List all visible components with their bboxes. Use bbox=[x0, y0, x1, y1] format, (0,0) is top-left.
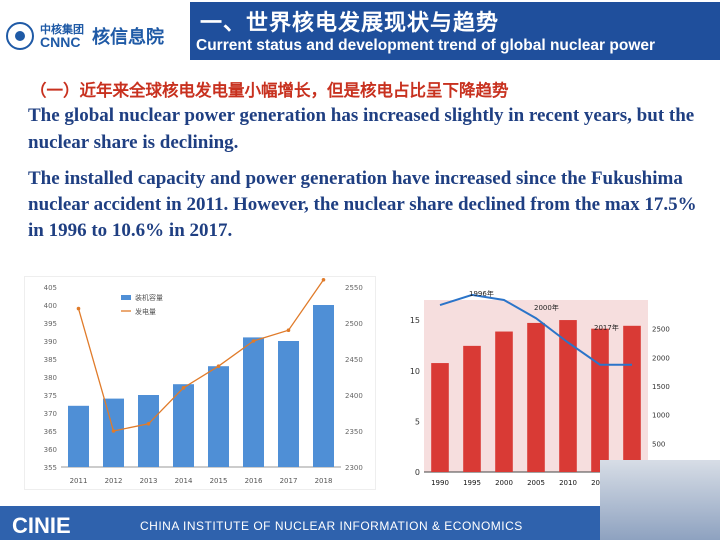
chart1-svg: 355 360 365 370 375 380 385 390 395 400 405 2300 235… bbox=[44, 278, 363, 485]
svg-text:375: 375 bbox=[44, 392, 57, 400]
svg-text:2450: 2450 bbox=[345, 356, 363, 364]
x-tick: 1990 bbox=[431, 479, 449, 487]
line-share bbox=[439, 293, 632, 366]
x-tick: 2017 bbox=[280, 477, 298, 485]
svg-text:15: 15 bbox=[410, 316, 420, 325]
legend-label: 发电量 bbox=[135, 307, 156, 316]
svg-text:2400: 2400 bbox=[345, 392, 363, 400]
bar-generation bbox=[559, 320, 577, 472]
bar-generation bbox=[495, 331, 513, 472]
svg-text:355: 355 bbox=[44, 464, 57, 472]
point-generation bbox=[216, 364, 221, 368]
x-tick: 2016 bbox=[245, 477, 263, 485]
svg-text:365: 365 bbox=[44, 428, 57, 436]
logo-en: CNNC bbox=[40, 33, 81, 50]
logo-text: 中核集团 CNNC bbox=[40, 24, 84, 49]
bar-generation bbox=[431, 363, 449, 472]
detail-paragraph: The installed capacity and power generat… bbox=[28, 168, 697, 241]
logo-name: 核信息院 bbox=[92, 27, 164, 48]
bar-capacity bbox=[208, 366, 229, 467]
bar-generation bbox=[591, 328, 609, 472]
bar-capacity bbox=[278, 341, 299, 467]
point-generation bbox=[76, 306, 81, 311]
svg-text:400: 400 bbox=[44, 302, 57, 310]
x-tick: 2011 bbox=[70, 477, 88, 485]
svg-text:390: 390 bbox=[44, 338, 57, 346]
bar-capacity bbox=[243, 337, 264, 467]
x-tick: 2018 bbox=[315, 477, 333, 485]
x-tick: 2012 bbox=[105, 477, 123, 485]
bar-capacity bbox=[138, 395, 159, 467]
svg-text:380: 380 bbox=[44, 374, 57, 382]
point-generation bbox=[111, 429, 116, 433]
title-cn: 一、世界核电发展现状与趋势 bbox=[200, 11, 500, 36]
svg-text:405: 405 bbox=[44, 284, 57, 292]
svg-text:2000: 2000 bbox=[652, 354, 670, 362]
logo-mark-icon bbox=[6, 22, 34, 50]
title-bar: 一、世界核电发展现状与趋势 Current status and develop… bbox=[190, 2, 720, 60]
bar-generation bbox=[623, 325, 641, 472]
svg-text:1000: 1000 bbox=[652, 412, 670, 420]
svg-text:360: 360 bbox=[44, 446, 57, 454]
svg-text:1500: 1500 bbox=[652, 383, 670, 391]
chart-share: 0510150500100015002000250019901995200020… bbox=[384, 284, 678, 488]
building-image bbox=[600, 460, 720, 540]
svg-text:500: 500 bbox=[652, 440, 665, 448]
bar-capacity bbox=[68, 405, 89, 467]
title-en: Current status and development trend of … bbox=[196, 37, 656, 54]
legend-swatch bbox=[121, 295, 131, 300]
point-generation bbox=[181, 386, 186, 390]
svg-text:2300: 2300 bbox=[345, 464, 363, 472]
chart2-svg: 0510150500100015002000250019901995200020… bbox=[410, 289, 670, 487]
footer-text: CHINA INSTITUTE OF NUCLEAR INFORMATION &… bbox=[140, 519, 523, 533]
svg-text:2500: 2500 bbox=[345, 320, 363, 328]
logo-cn: 中核集团 bbox=[40, 22, 84, 36]
x-tick: 2014 bbox=[175, 477, 193, 485]
x-tick: 2010 bbox=[559, 479, 577, 487]
svg-text:395: 395 bbox=[44, 320, 57, 328]
svg-text:2500: 2500 bbox=[652, 326, 670, 334]
bar-capacity bbox=[173, 384, 194, 467]
point-generation bbox=[286, 328, 291, 332]
line-generation bbox=[77, 279, 325, 432]
svg-text:370: 370 bbox=[44, 410, 57, 418]
svg-text:2350: 2350 bbox=[345, 428, 363, 436]
bar-generation bbox=[463, 345, 481, 472]
annotation: 2000年 bbox=[534, 303, 559, 312]
section-heading: （一）近年来全球核电发电量小幅增长，但是核电占比呈下降趋势 bbox=[30, 81, 509, 100]
svg-text:385: 385 bbox=[44, 356, 57, 364]
legend-label: 装机容量 bbox=[135, 293, 163, 302]
x-tick: 2000 bbox=[495, 479, 513, 487]
point-generation bbox=[251, 339, 256, 343]
svg-text:10: 10 bbox=[410, 367, 420, 376]
footer-logo: CINIE bbox=[12, 513, 71, 538]
bar-capacity bbox=[313, 305, 334, 467]
point-generation bbox=[146, 422, 151, 426]
x-tick: 2013 bbox=[140, 477, 158, 485]
x-tick: 1995 bbox=[463, 479, 481, 487]
intro-paragraph: The global nuclear power generation has … bbox=[28, 105, 695, 153]
point-generation bbox=[321, 278, 326, 282]
bar-generation bbox=[527, 322, 545, 472]
chart-capacity-generation: 355 360 365 370 375 380 385 390 395 400 405 2300 235… bbox=[24, 276, 376, 490]
annotation: 2017年 bbox=[594, 323, 619, 332]
cnnc-logo: 中核集团 CNNC 核信息院 bbox=[6, 14, 188, 58]
svg-text:5: 5 bbox=[415, 417, 420, 426]
annotation: 1996年 bbox=[469, 289, 494, 298]
x-tick: 2015 bbox=[210, 477, 228, 485]
top-bar: 中核集团 CNNC 核信息院 一、世界核电发展现状与趋势 Current sta… bbox=[0, 0, 720, 62]
x-tick: 2005 bbox=[527, 479, 545, 487]
svg-text:2550: 2550 bbox=[345, 284, 363, 292]
svg-text:0: 0 bbox=[415, 468, 420, 477]
